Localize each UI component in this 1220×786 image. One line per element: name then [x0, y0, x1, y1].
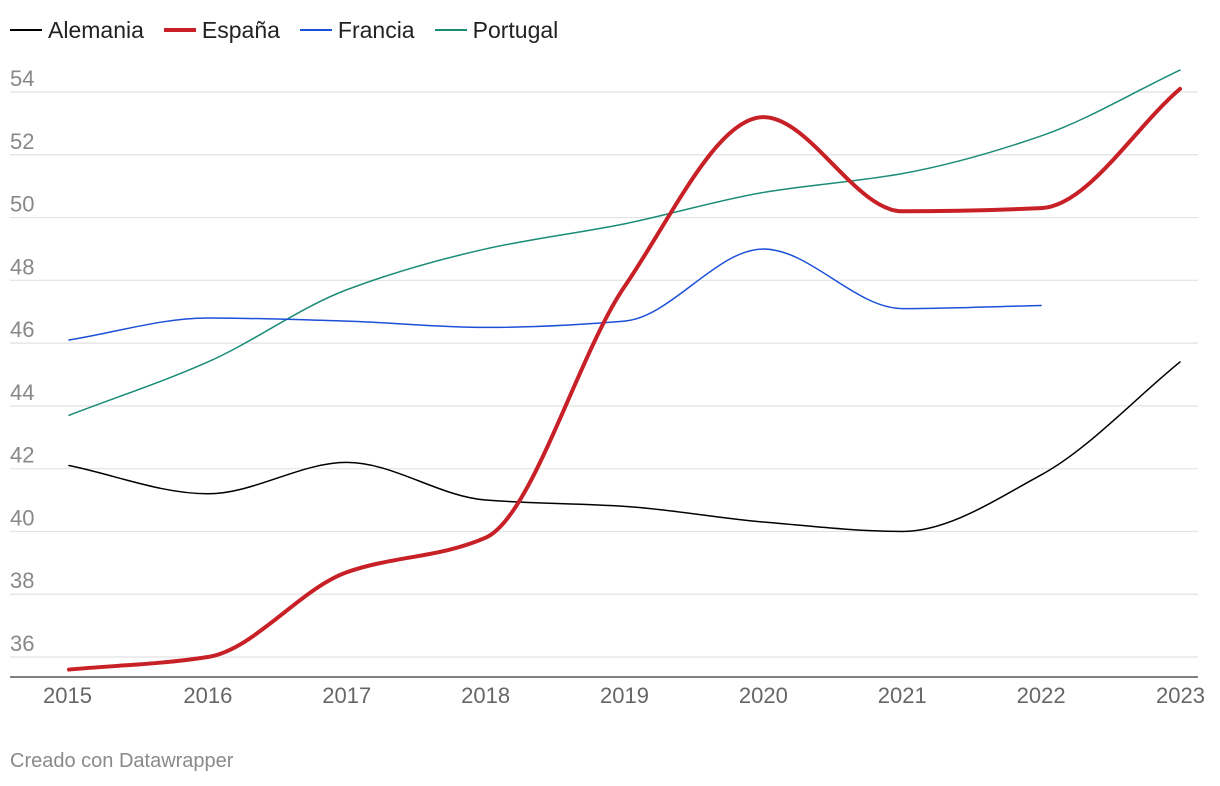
x-tick-label-2022: 2022 — [1017, 683, 1066, 708]
x-tick-label-2017: 2017 — [322, 683, 371, 708]
y-axis-ticks: 36 38 40 42 44 46 48 50 52 54 — [10, 66, 34, 656]
legend-swatch — [10, 29, 42, 31]
y-tick-label-40: 40 — [10, 505, 34, 530]
y-tick-label-38: 38 — [10, 568, 34, 593]
series-line-francia — [68, 248, 1042, 341]
x-tick-label-2021: 2021 — [878, 683, 927, 708]
x-tick-label-2018: 2018 — [461, 683, 510, 708]
legend-item-españa: España — [163, 16, 280, 44]
y-tick-label-46: 46 — [10, 317, 34, 342]
y-tick-label-44: 44 — [10, 380, 34, 405]
legend-item-alemania: Alemania — [10, 17, 144, 44]
legend-item-francia: Francia — [299, 16, 415, 44]
y-tick-label-48: 48 — [10, 254, 34, 279]
x-tick-label-2020: 2020 — [739, 683, 788, 708]
y-tick-label-36: 36 — [10, 631, 34, 656]
legend-label: Alemania — [48, 16, 144, 43]
x-axis-ticks: 2015 2016 2017 2018 2019 2020 2021 2022 2023 — [43, 683, 1205, 708]
y-tick-label-52: 52 — [10, 129, 34, 154]
series-line-portugal — [68, 69, 1181, 417]
y-tick-label-54: 54 — [10, 66, 34, 91]
legend-label: Francia — [337, 16, 415, 43]
series-line-alemania — [68, 361, 1181, 533]
y-tick-label-50: 50 — [10, 192, 34, 217]
series-lines — [67, 69, 1182, 672]
legend-label: Portugal — [472, 16, 559, 43]
x-tick-label-2015: 2015 — [43, 683, 92, 708]
series-line-españa — [67, 86, 1182, 672]
legend-label: España — [201, 16, 280, 43]
legend-swatch — [163, 28, 196, 32]
chart-legend: Alemania España Francia Portugal — [10, 14, 578, 46]
legend-swatch — [299, 29, 332, 31]
grid-lines — [10, 91, 1198, 658]
legend-item-portugal: Portugal — [434, 16, 559, 44]
y-tick-label-42: 42 — [10, 443, 34, 468]
legend-swatch — [434, 29, 467, 31]
x-tick-label-2019: 2019 — [600, 683, 649, 708]
credit-text: Creado con Datawrapper — [10, 750, 234, 772]
x-tick-label-2023: 2023 — [1156, 683, 1205, 708]
x-tick-label-2016: 2016 — [183, 683, 232, 708]
